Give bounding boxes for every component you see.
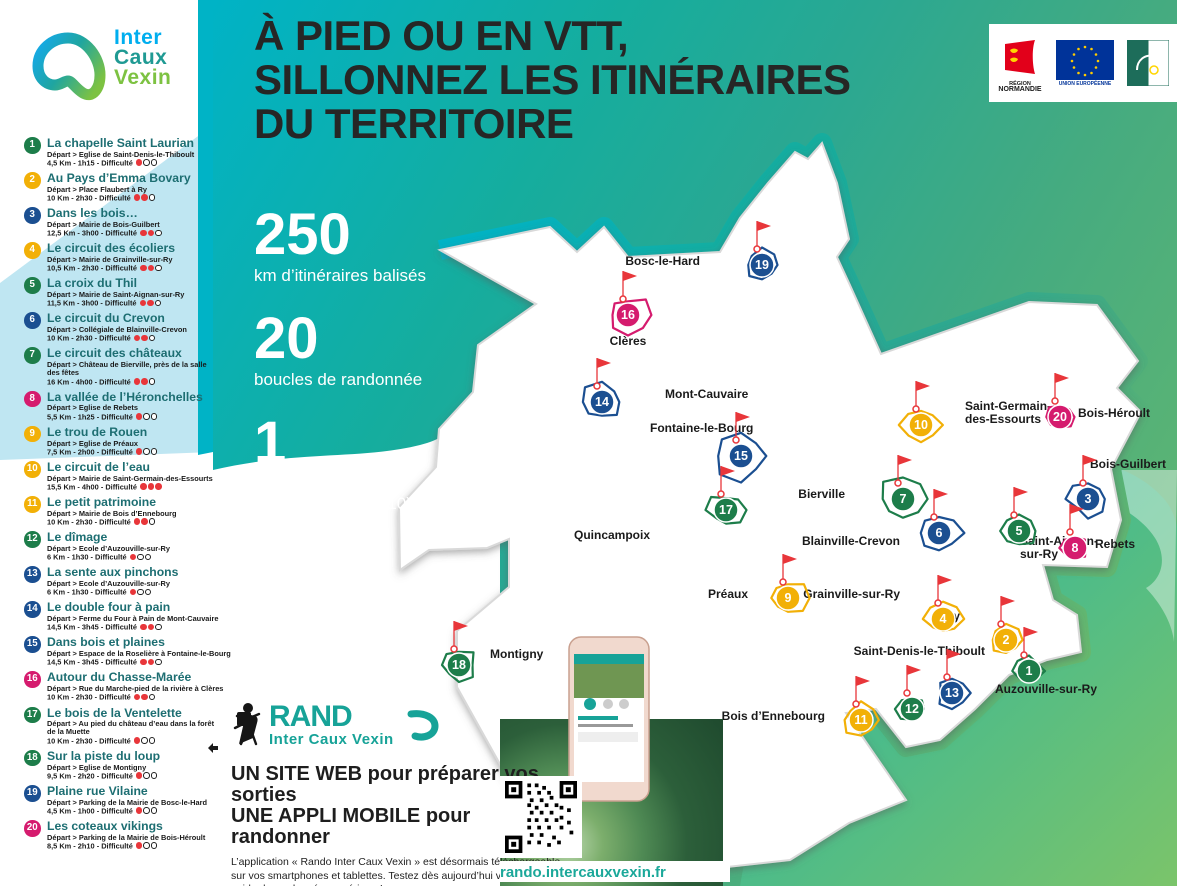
svg-text:7: 7 <box>900 492 907 506</box>
svg-text:10: 10 <box>914 418 928 432</box>
svg-text:20: 20 <box>1053 410 1067 424</box>
svg-text:Grainville-sur-Ry: Grainville-sur-Ry <box>803 587 900 601</box>
svg-text:13: 13 <box>945 686 959 700</box>
svg-text:11: 11 <box>854 713 867 727</box>
svg-text:18: 18 <box>452 658 466 672</box>
svg-text:16: 16 <box>621 308 635 322</box>
svg-text:Bosc-le-Hard: Bosc-le-Hard <box>625 254 700 268</box>
svg-text:14: 14 <box>595 395 609 409</box>
svg-text:Rebets: Rebets <box>1095 537 1135 551</box>
svg-text:Mont-Cauvaire: Mont-Cauvaire <box>665 387 749 401</box>
svg-text:6: 6 <box>936 526 943 540</box>
svg-text:Inter Caux Vexin: Inter Caux Vexin <box>269 731 394 746</box>
svg-text:5: 5 <box>1016 524 1023 538</box>
svg-text:Préaux: Préaux <box>708 587 748 601</box>
svg-text:8: 8 <box>1072 541 1079 555</box>
svg-text:Blainville-Crevon: Blainville-Crevon <box>802 534 900 548</box>
svg-text:Saint-Denis-le-Thiboult: Saint-Denis-le-Thiboult <box>854 644 985 658</box>
svg-text:4: 4 <box>940 612 947 626</box>
svg-text:2: 2 <box>1003 633 1010 647</box>
svg-text:Bois-Héroult: Bois-Héroult <box>1078 406 1150 420</box>
svg-text:RAND: RAND <box>269 700 352 733</box>
svg-text:12: 12 <box>905 702 919 716</box>
svg-text:19: 19 <box>755 258 769 272</box>
svg-text:15: 15 <box>734 449 748 463</box>
svg-text:Saint-Germain-des-Essourts: Saint-Germain-des-Essourts <box>965 399 1051 426</box>
svg-text:Bois d’Ennebourg: Bois d’Ennebourg <box>722 709 825 723</box>
svg-text:Auzouville-sur-Ry: Auzouville-sur-Ry <box>995 682 1097 696</box>
svg-text:Bierville: Bierville <box>798 487 845 501</box>
svg-text:Quincampoix: Quincampoix <box>574 528 650 542</box>
svg-text:1: 1 <box>1026 664 1033 678</box>
svg-text:Montigny: Montigny <box>490 647 544 661</box>
svg-text:3: 3 <box>1085 492 1092 506</box>
svg-text:9: 9 <box>785 591 792 605</box>
svg-text:17: 17 <box>719 503 733 517</box>
svg-text:Bois-Guilbert: Bois-Guilbert <box>1090 457 1166 471</box>
